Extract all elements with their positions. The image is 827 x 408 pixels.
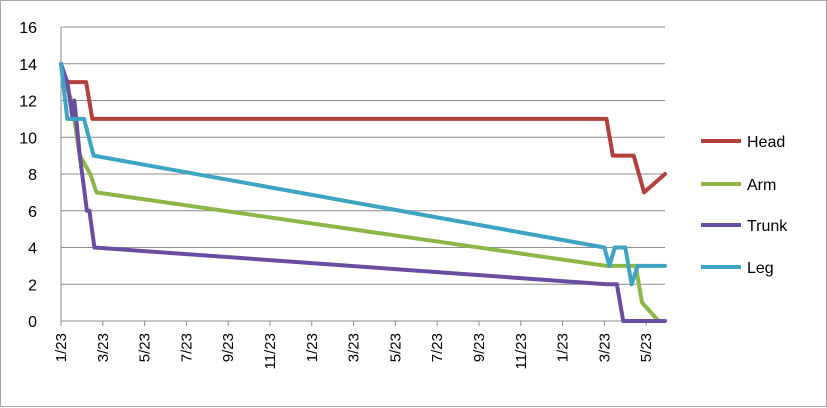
x-tick-label: 3/23 (95, 333, 112, 362)
y-tick-label: 0 (28, 314, 37, 331)
series-line-leg (59, 61, 667, 287)
legend: Head Arm Trunk Leg (701, 134, 788, 277)
y-tick-label: 10 (19, 130, 37, 147)
x-tick-label: 3/23 (346, 333, 363, 362)
x-tick-label: 9/23 (471, 333, 488, 362)
x-tick-label: 5/23 (638, 333, 655, 362)
x-tick-label: 11/23 (513, 333, 530, 369)
y-tick-label: 14 (19, 57, 37, 74)
y-tick-label: 16 (19, 20, 37, 37)
series-line-trunk (59, 61, 667, 323)
x-tick-label: 5/23 (387, 333, 404, 362)
axes: 0 2 4 6 8 10 12 14 16 1/23 3/23 5/23 7/23 9/23 11/23 1/… (19, 20, 665, 369)
y-tick-label: 4 (28, 241, 37, 258)
series-line-head (59, 61, 667, 195)
y-tick-label: 12 (19, 94, 37, 111)
y-tick-label: 2 (28, 277, 37, 294)
legend-label-leg: Leg (747, 260, 774, 277)
legend-label-head: Head (747, 134, 785, 151)
x-tick-label: 7/23 (178, 333, 195, 362)
x-tick-label: 1/23 (304, 333, 321, 362)
x-tick-label: 3/23 (596, 333, 613, 362)
x-tick-label: 7/23 (429, 333, 446, 362)
y-tick-label: 6 (28, 204, 37, 221)
gridlines (61, 26, 665, 285)
x-tick-label: 5/23 (137, 333, 154, 362)
x-tick-label: 1/23 (53, 333, 70, 362)
legend-label-trunk: Trunk (747, 218, 788, 235)
x-tick-label: 1/23 (555, 333, 572, 362)
series-lines (59, 61, 667, 323)
x-tick-label: 11/23 (262, 333, 279, 369)
x-tick-label: 9/23 (220, 333, 237, 362)
y-tick-label: 8 (28, 167, 37, 184)
legend-label-arm: Arm (747, 177, 776, 194)
